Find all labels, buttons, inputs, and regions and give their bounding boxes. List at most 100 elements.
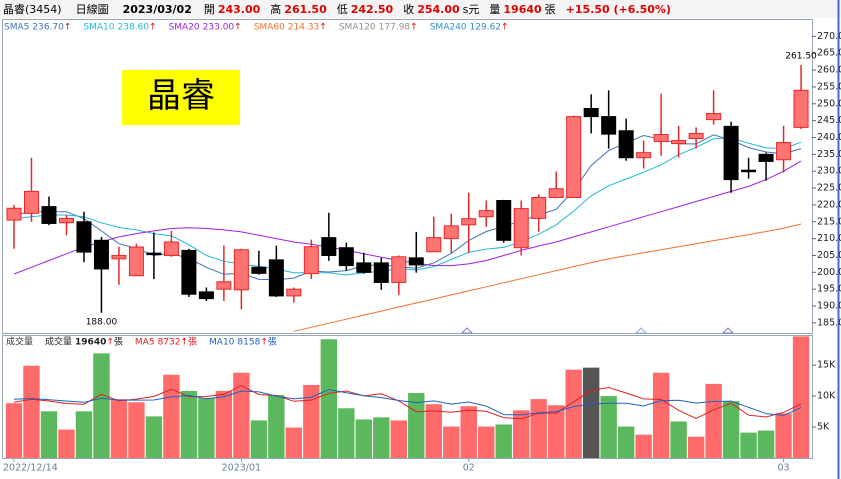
- volume-bar: [600, 396, 617, 458]
- legend-arrow: ↑: [410, 23, 418, 33]
- legend-name: SMA240: [430, 23, 467, 33]
- date: 2023/03/02: [123, 3, 192, 16]
- volume-bar: [268, 395, 285, 458]
- candle-body: [391, 256, 407, 283]
- volume-ma-line: [13, 388, 802, 416]
- volume-bar: [250, 420, 268, 458]
- legend-arrow: ↑: [106, 338, 114, 348]
- legend-name: MA10: [209, 338, 235, 348]
- candle-body: [583, 108, 599, 118]
- field-value: 254.00: [417, 3, 460, 16]
- field-value: 243.00: [218, 3, 261, 16]
- field-unit: 張: [545, 3, 556, 16]
- candle-body: [426, 237, 442, 253]
- volume-bar: [355, 419, 372, 458]
- volume-bar: [5, 403, 23, 458]
- stock-label-box: [122, 70, 240, 125]
- field-value: 261.50: [284, 3, 327, 16]
- y-tick-label: 255.0: [817, 81, 841, 92]
- candle-body: [251, 266, 267, 274]
- y-tick-label: 215.0: [817, 216, 841, 227]
- candle-body: [671, 140, 687, 145]
- volume-bar: [180, 390, 198, 458]
- y-tick-label: 210.0: [817, 233, 841, 244]
- candle-body: [653, 133, 669, 143]
- y-tick-label: 195.0: [817, 284, 841, 295]
- candle-body: [513, 208, 529, 249]
- volume-bar: [128, 402, 145, 458]
- volume-bar: [425, 404, 442, 458]
- candle-body: [408, 257, 424, 266]
- legend-arrow: ↑: [319, 23, 327, 33]
- candle-body: [6, 207, 22, 221]
- candle-body: [233, 249, 249, 291]
- ma-line: [13, 160, 802, 275]
- candle-body: [76, 221, 92, 253]
- volume-bar: [478, 426, 495, 458]
- volume-bar: [303, 384, 320, 458]
- y-tick-label: 205.0: [817, 250, 841, 261]
- legend-value: 129.62: [470, 23, 502, 33]
- marker: [634, 327, 648, 334]
- volume-bar: [652, 372, 670, 458]
- marker: [721, 327, 735, 334]
- volume-bar: [443, 426, 460, 458]
- legend-value: 8732: [158, 338, 181, 348]
- candle-body: [303, 246, 319, 275]
- annotation: 261.50: [785, 52, 817, 62]
- candle-body: [566, 116, 582, 198]
- legend-arrow: ↑: [180, 338, 188, 348]
- candle-body: [111, 254, 127, 260]
- legend-value: 214.33: [288, 23, 320, 33]
- volume-bar: [635, 434, 652, 458]
- field-label: 低: [337, 3, 348, 16]
- candle-body: [741, 169, 757, 173]
- candle-body: [618, 130, 634, 159]
- legend-unit: 張: [114, 337, 123, 348]
- volume-bar: [58, 429, 75, 458]
- y-tick-label: 245.0: [817, 115, 841, 126]
- volume-bar: [93, 353, 110, 458]
- field-label: 量: [489, 3, 500, 16]
- legend-value: 177.98: [379, 23, 411, 33]
- legend-value: 233.00: [203, 23, 235, 33]
- candle-body: [373, 262, 389, 283]
- candle-body: [443, 225, 459, 240]
- y-tick-label: 190.0: [817, 301, 841, 312]
- x-tick-label: 2022/12/14: [3, 463, 58, 474]
- volume-bar: [285, 427, 303, 458]
- candle-body: [198, 291, 214, 300]
- volume-bar: [75, 411, 93, 458]
- candle-body: [776, 142, 792, 161]
- volume-bar: [110, 399, 128, 458]
- volume-bar: [775, 413, 792, 458]
- volume-title: 成交量: [6, 336, 33, 348]
- candle-body: [58, 217, 74, 224]
- candle-body: [531, 196, 547, 219]
- volume-bar: [495, 424, 512, 458]
- y-tick-label: 250.0: [817, 98, 841, 109]
- legend-value: 19640: [75, 338, 106, 348]
- legend-unit: 張: [268, 337, 277, 348]
- candle-body: [636, 152, 652, 159]
- y-tick-label: 220.0: [817, 199, 841, 210]
- x-tick-label: 2023/01: [222, 463, 261, 474]
- legend-value: 238.60: [118, 23, 150, 33]
- volume-bar: [670, 421, 687, 458]
- y-tick-label: 185.0: [817, 317, 841, 328]
- field-label: 收: [403, 2, 414, 16]
- volume-bar: [198, 398, 215, 458]
- candle-body: [93, 239, 109, 270]
- marker: [460, 327, 474, 334]
- volume-bar: [792, 336, 810, 458]
- legend-name: SMA60: [254, 23, 285, 33]
- candle-body: [268, 259, 284, 297]
- y-tick-label: 270.0: [817, 31, 841, 42]
- field-value: 19640: [503, 3, 542, 16]
- volume-bar: [390, 420, 407, 458]
- legend-arrow: ↑: [501, 23, 509, 33]
- field-unit: s元: [463, 3, 480, 16]
- volume-bar: [617, 426, 635, 458]
- change: +15.50 (+6.50%): [566, 3, 671, 16]
